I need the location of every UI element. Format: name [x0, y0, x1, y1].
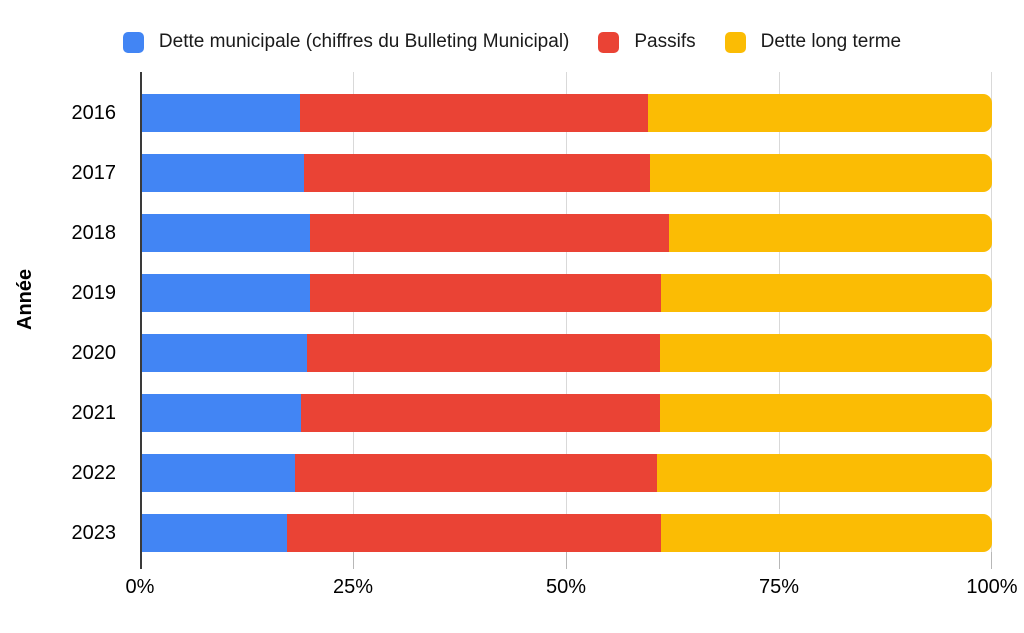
bar-row-2020 — [140, 334, 992, 372]
legend-item-dette-long-terme[interactable]: Dette long terme — [724, 31, 902, 53]
bar-segment[interactable] — [309, 274, 662, 312]
gridline-100 — [991, 72, 992, 552]
bar-segment[interactable] — [286, 514, 661, 552]
bar-segment[interactable] — [661, 274, 992, 312]
bar-segment[interactable] — [301, 394, 660, 432]
bar-segment[interactable] — [140, 454, 296, 492]
bar-segment[interactable] — [300, 94, 648, 132]
bar-row-2021 — [140, 394, 992, 432]
y-category-label: 2022 — [71, 462, 117, 484]
bar-segment[interactable] — [140, 394, 302, 432]
bar-segment[interactable] — [140, 94, 301, 132]
bar-segment[interactable] — [140, 214, 311, 252]
y-category-label: 2019 — [71, 282, 117, 304]
bar-segment[interactable] — [140, 334, 307, 372]
bar-segment[interactable] — [310, 214, 670, 252]
bar-row-2018 — [140, 214, 992, 252]
legend-label: Dette long terme — [760, 31, 902, 52]
bar-row-2022 — [140, 454, 992, 492]
x-axis-tick-mark — [566, 552, 567, 569]
bar-segment[interactable] — [295, 454, 658, 492]
bar-segment[interactable] — [669, 214, 992, 252]
plot-area — [140, 72, 992, 552]
bar-segment[interactable] — [657, 454, 992, 492]
bar-segment[interactable] — [140, 514, 287, 552]
y-axis-category-labels: 2016 2017 2018 2019 2020 2021 2022 2023 — [0, 72, 128, 552]
legend-swatch-yellow-icon — [724, 31, 746, 53]
y-category-label: 2018 — [71, 222, 117, 244]
legend-label: Passifs — [634, 31, 696, 52]
x-axis-tick-mark — [353, 552, 354, 569]
bar-segment[interactable] — [659, 394, 992, 432]
bar-segment[interactable] — [650, 154, 992, 192]
legend-item-passifs[interactable]: Passifs — [598, 31, 696, 53]
x-tick-label: 25% — [332, 576, 374, 598]
bar-segment[interactable] — [647, 94, 992, 132]
x-axis-tick-mark — [991, 552, 992, 569]
gridline-25 — [353, 72, 354, 552]
legend-label: Dette municipale (chiffres du Bulleting … — [158, 31, 570, 52]
bar-row-2016 — [140, 94, 992, 132]
legend-swatch-red-icon — [598, 31, 620, 53]
bar-segment[interactable] — [660, 514, 992, 552]
chart-legend: Dette municipale (chiffres du Bulleting … — [0, 31, 1024, 53]
gridline-50 — [566, 72, 567, 552]
x-axis-tick-mark — [779, 552, 780, 569]
bar-row-2017 — [140, 154, 992, 192]
y-category-label: 2023 — [71, 522, 117, 544]
legend-item-dette-municipale[interactable]: Dette municipale (chiffres du Bulleting … — [122, 31, 570, 53]
y-category-label: 2016 — [71, 102, 117, 124]
bar-segment[interactable] — [140, 154, 304, 192]
bar-segment[interactable] — [303, 154, 651, 192]
y-axis-line — [140, 72, 142, 569]
bar-row-2023 — [140, 514, 992, 552]
gridline-75 — [779, 72, 780, 552]
x-tick-label: 75% — [758, 576, 800, 598]
legend-swatch-blue-icon — [122, 31, 144, 53]
x-axis-tick-mark — [140, 552, 141, 569]
x-tick-label: 0% — [125, 576, 155, 598]
bar-row-2019 — [140, 274, 992, 312]
x-axis-labels: 0% 25% 50% 75% 100% — [126, 574, 1018, 600]
bar-segment[interactable] — [306, 334, 660, 372]
x-axis-ticks — [140, 552, 992, 569]
y-category-label: 2021 — [71, 402, 117, 424]
x-tick-label: 100% — [966, 576, 1018, 598]
bar-segment[interactable] — [659, 334, 992, 372]
y-category-label: 2020 — [71, 342, 117, 364]
bars-container — [140, 72, 992, 552]
bar-segment[interactable] — [140, 274, 310, 312]
x-tick-label: 50% — [545, 576, 587, 598]
y-category-label: 2017 — [71, 162, 117, 184]
